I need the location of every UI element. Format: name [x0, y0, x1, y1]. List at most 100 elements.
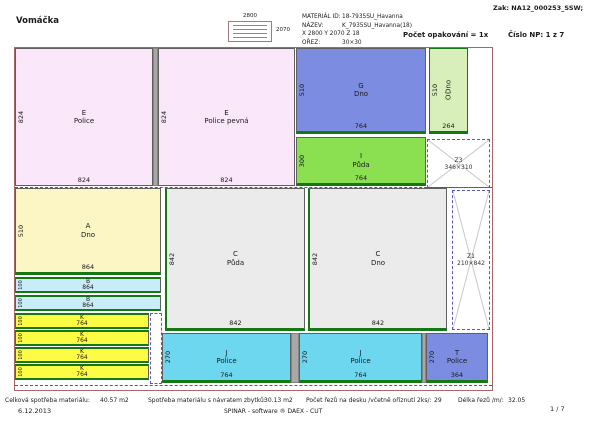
board-grain-line	[233, 29, 267, 30]
strip-k-2: 100 K 764	[15, 330, 149, 346]
dim-width: 764	[76, 337, 88, 344]
dim-width: 764	[354, 174, 368, 182]
board-grain-line	[233, 37, 267, 38]
dim-width: 824	[220, 176, 233, 184]
part-type: Dno	[370, 258, 386, 267]
part-type: Dno	[80, 230, 96, 239]
part-code: J	[225, 348, 228, 357]
part-type: Police	[446, 357, 468, 365]
waste-strip	[150, 313, 162, 384]
strip-k-3: 100 K 764	[15, 347, 149, 363]
part-code: C	[233, 250, 238, 258]
dim-width: 364	[450, 371, 464, 379]
part-a-dno: 510 A Dno 864	[15, 188, 161, 275]
part-label: A Dno	[16, 189, 160, 272]
dim-width: 264	[442, 122, 455, 130]
part-label: K 764	[16, 364, 148, 378]
order-number: Zak: NA12_000253_SSW;	[493, 4, 584, 12]
strip-b-1: 100 B 864	[15, 277, 161, 293]
dim-width: 764	[76, 320, 88, 327]
material-trim-label: OŘEZ:	[302, 39, 321, 46]
material-name-value: K_7935SU_Havanna(18)	[342, 22, 412, 29]
part-g-dno: 510 G Dno 764	[296, 48, 426, 134]
waste-dims: 346×310	[444, 163, 473, 171]
part-label: I Půda	[297, 138, 425, 183]
report-date: 6.12.2013	[18, 407, 52, 415]
offcut-divider	[153, 48, 158, 186]
part-code: C	[375, 250, 381, 258]
dim-width: 842	[371, 319, 385, 327]
dim-width: 842	[229, 319, 242, 327]
part-o-dno: 510 O Dno 264	[429, 48, 468, 134]
part-t-police: 270 T Police 364	[426, 333, 488, 383]
board-icon	[228, 21, 272, 42]
waste-z1: Z1 210×842	[452, 190, 490, 330]
stat-return-label: Spotřeba materiálu s návratem zbytků:	[148, 397, 266, 404]
part-label: C Dno	[310, 189, 446, 328]
part-type: Půda	[352, 160, 370, 169]
material-info: MATERIÁL ID:18-7935SU_Havanna NÁZEV: K_79…	[302, 13, 412, 47]
board-grain-line	[233, 33, 267, 34]
part-label: C Půda	[167, 189, 304, 328]
dim-width: 764	[76, 371, 88, 378]
part-j-police-1: 270 J Police 764	[162, 333, 291, 383]
part-label: K 764	[16, 330, 148, 344]
software-credit: SPINAR - software ® DAEX - CUT	[224, 408, 323, 415]
dim-width: 824	[77, 176, 91, 184]
part-label: E Police	[16, 49, 152, 185]
part-label: G Dno	[297, 49, 425, 131]
part-code: B	[85, 295, 91, 303]
part-j-police-2: 270 J Police 764	[299, 333, 422, 383]
stat-total-value: 40.57 m2	[100, 397, 129, 404]
board-height-label: 2070	[276, 27, 290, 33]
dim-width: 764	[220, 371, 233, 379]
part-e-police-pevna: 824 E Police pevná 824	[158, 48, 295, 186]
waste-label: Z1 210×842	[453, 191, 489, 329]
strip-k-1: 100 K 764	[15, 313, 149, 329]
part-code: B	[85, 277, 91, 285]
part-type: Police pevná	[204, 117, 249, 125]
part-code: K	[80, 347, 84, 355]
part-code: K	[80, 364, 84, 372]
stat-return-value: 30.13 m2	[264, 397, 293, 404]
dim-width: 864	[82, 284, 94, 291]
part-type: Police	[350, 357, 371, 365]
page-indicator: 1 / 7	[550, 405, 565, 413]
part-code: K	[80, 330, 84, 338]
waste-code: Z1	[467, 253, 475, 260]
cut-line	[15, 385, 492, 386]
material-name-label: NÁZEV:	[302, 22, 324, 29]
material-id-value: 18-7935SU_Havanna	[342, 14, 403, 20]
part-type: Police	[216, 357, 237, 365]
stat-total-label: Celková spotřeba materiálu:	[5, 397, 90, 404]
part-code: J	[359, 348, 362, 357]
material-name-row: NÁZEV: K_7935SU_Havanna(18)	[302, 22, 412, 31]
part-label: K 764	[16, 313, 148, 327]
part-code: O	[444, 94, 453, 100]
part-label: K 764	[16, 347, 148, 361]
cut-line	[15, 187, 492, 188]
sheet-number: Číslo NP: 1 z 7	[508, 31, 565, 39]
part-code: A	[85, 222, 91, 230]
dim-width: 764	[354, 371, 367, 379]
material-id-row: MATERIÁL ID:18-7935SU_Havanna	[302, 13, 412, 22]
part-label: J Police	[163, 334, 290, 380]
material-dims: X 2800 Y 2070 Z 18	[302, 31, 360, 37]
part-code: E	[224, 108, 229, 117]
part-type: Půda	[226, 258, 245, 267]
dim-width: 764	[354, 122, 368, 130]
part-label: T Police	[427, 334, 487, 380]
material-id-label: MATERIÁL ID:	[302, 14, 341, 20]
client-name: Vomáčka	[16, 16, 59, 26]
stat-cuts-label: Počet řezů na desku /včetně oříznutí 2ks…	[306, 397, 432, 404]
strip-k-4: 100 K 764	[15, 364, 149, 380]
part-c-dno: 842 C Dno 842	[308, 188, 447, 331]
waste-code: Z3	[454, 156, 463, 164]
part-type: Dno	[353, 90, 369, 98]
material-trim-value: 30×30	[342, 39, 362, 46]
part-code: K	[80, 313, 84, 321]
part-type: Dno	[444, 80, 453, 95]
part-c-puda: 842 C Půda 842	[165, 188, 305, 331]
part-code: E	[81, 108, 87, 117]
